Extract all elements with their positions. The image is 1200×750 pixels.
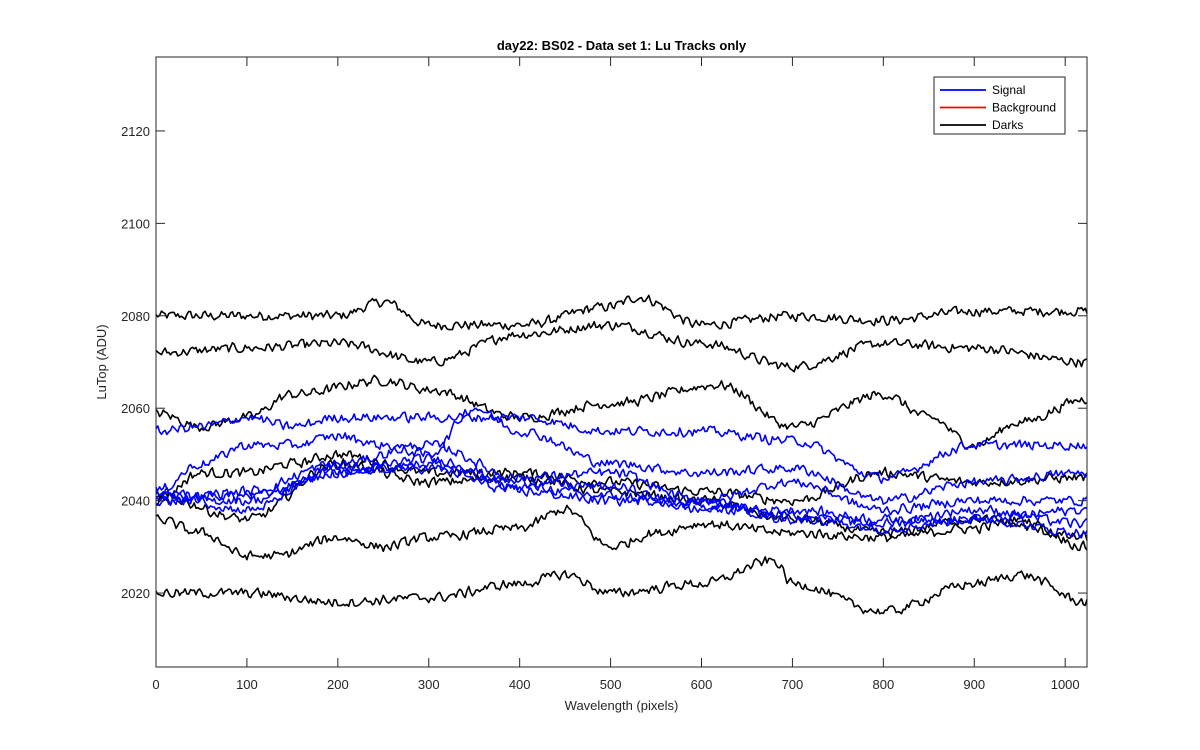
series-line-signal [155, 407, 1088, 505]
series-line-signal [155, 439, 1088, 516]
legend-label: Background [992, 101, 1056, 115]
x-tick-label: 700 [782, 677, 804, 692]
legend-label: Signal [992, 83, 1025, 97]
series-line-darks [155, 294, 1088, 331]
x-tick-label: 1000 [1051, 677, 1080, 692]
series-line-darks [155, 504, 1088, 561]
y-axis-title: LuTop (ADU) [94, 324, 109, 399]
series-line-darks [155, 320, 1088, 373]
x-tick-label: 400 [509, 677, 531, 692]
plot-frame [155, 56, 1088, 668]
x-tick-label: 800 [872, 677, 894, 692]
x-tick-label: 300 [418, 677, 440, 692]
series-line-darks [155, 374, 1088, 450]
series-line-signal [155, 461, 1088, 529]
y-tick-label: 2120 [121, 124, 150, 139]
x-tick-label: 900 [963, 677, 985, 692]
series-line-signal [155, 411, 1088, 485]
chart-title: day22: BS02 - Data set 1: Lu Tracks only [497, 38, 747, 53]
x-tick-label: 100 [236, 677, 258, 692]
x-tick-label: 600 [691, 677, 713, 692]
x-tick-label: 200 [327, 677, 349, 692]
x-tick-label: 500 [600, 677, 622, 692]
y-tick-label: 2040 [121, 494, 150, 509]
y-tick-label: 2060 [121, 401, 150, 416]
legend-label: Darks [992, 118, 1023, 132]
y-tick-label: 2020 [121, 586, 150, 601]
series-line-darks [155, 556, 1088, 615]
series-line-darks [155, 449, 1088, 507]
plot-area [156, 57, 1087, 667]
ticks-layer: 0 100 200 300 400 500 600 700 800 900 1000 2020 2040… [121, 57, 1087, 692]
y-tick-label: 2080 [121, 309, 150, 324]
series-line-signal [155, 459, 1088, 539]
y-tick-label: 2100 [121, 216, 150, 231]
series-layer [155, 294, 1088, 615]
x-tick-label: 0 [152, 677, 159, 692]
legend: Signal Background Darks [933, 76, 1066, 135]
x-axis-title: Wavelength (pixels) [565, 698, 679, 713]
